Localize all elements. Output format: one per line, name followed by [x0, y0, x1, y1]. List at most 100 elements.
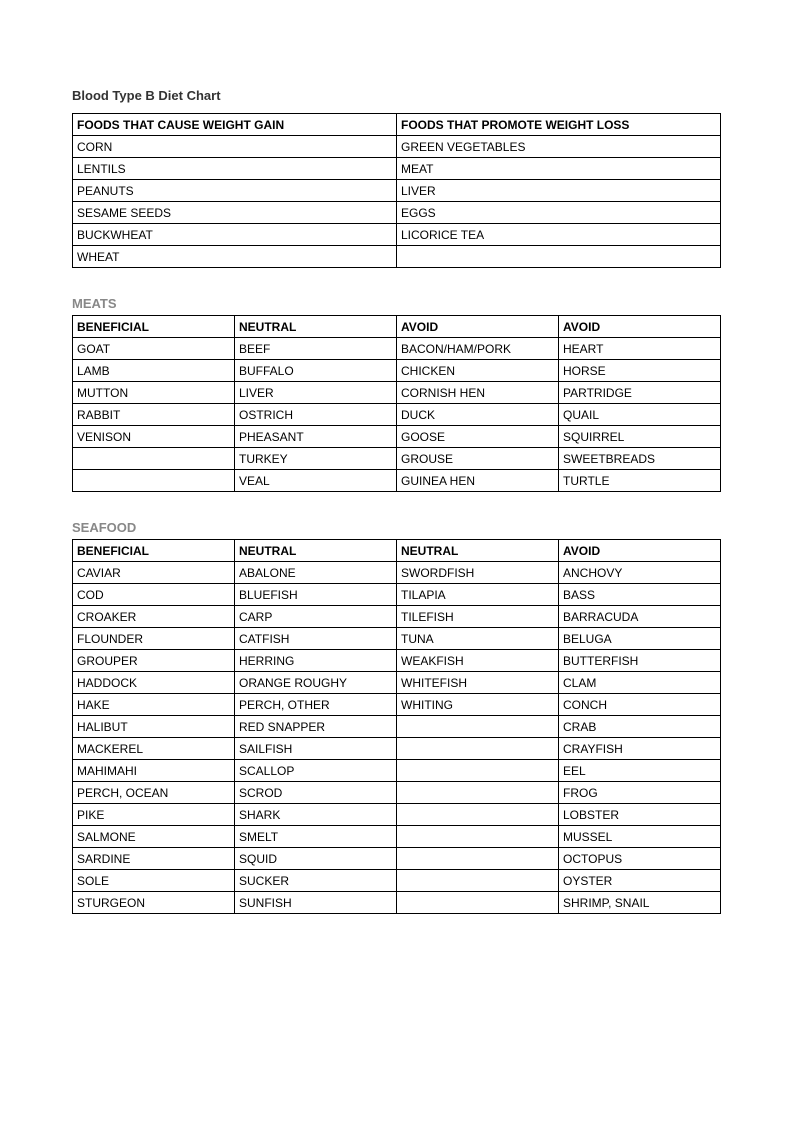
seafood-table-body: CAVIARABALONESWORDFISHANCHOVYCODBLUEFISH…: [73, 562, 721, 914]
table-row: VENISONPHEASANTGOOSESQUIRREL: [73, 426, 721, 448]
table-cell: STURGEON: [73, 892, 235, 914]
table-cell: LIVER: [235, 382, 397, 404]
table-row: HADDOCKORANGE ROUGHYWHITEFISHCLAM: [73, 672, 721, 694]
table-cell: BEEF: [235, 338, 397, 360]
table-cell: ANCHOVY: [559, 562, 721, 584]
table-cell: BARRACUDA: [559, 606, 721, 628]
table-cell: MUTTON: [73, 382, 235, 404]
table-row: PERCH, OCEANSCRODFROG: [73, 782, 721, 804]
table-row: RABBITOSTRICHDUCKQUAIL: [73, 404, 721, 426]
table-row: CAVIARABALONESWORDFISHANCHOVY: [73, 562, 721, 584]
table-row: GOATBEEFBACON/HAM/PORKHEART: [73, 338, 721, 360]
table-cell: HORSE: [559, 360, 721, 382]
table-cell: HEART: [559, 338, 721, 360]
table-cell: CRAB: [559, 716, 721, 738]
table-cell: BUTTERFISH: [559, 650, 721, 672]
table-cell: PARTRIDGE: [559, 382, 721, 404]
table-row: CROAKERCARPTILEFISHBARRACUDA: [73, 606, 721, 628]
seafood-beneficial-header: BENEFICIAL: [73, 540, 235, 562]
table-cell: SESAME SEEDS: [73, 202, 397, 224]
table-cell: COD: [73, 584, 235, 606]
table-cell: HERRING: [235, 650, 397, 672]
table-cell: PEANUTS: [73, 180, 397, 202]
table-cell: SAILFISH: [235, 738, 397, 760]
table-cell: QUAIL: [559, 404, 721, 426]
table-row: SALMONESMELTMUSSEL: [73, 826, 721, 848]
table-row: CORNGREEN VEGETABLES: [73, 136, 721, 158]
table-header-row: BENEFICIAL NEUTRAL AVOID AVOID: [73, 316, 721, 338]
table-cell: BUCKWHEAT: [73, 224, 397, 246]
table-cell: PERCH, OTHER: [235, 694, 397, 716]
table-cell: BASS: [559, 584, 721, 606]
table-row: STURGEONSUNFISHSHRIMP, SNAIL: [73, 892, 721, 914]
table-cell: WHEAT: [73, 246, 397, 268]
table-cell: LAMB: [73, 360, 235, 382]
table-cell: ABALONE: [235, 562, 397, 584]
table-cell: SWORDFISH: [397, 562, 559, 584]
table-cell: SOLE: [73, 870, 235, 892]
seafood-neutral-header-2: NEUTRAL: [397, 540, 559, 562]
table-cell: MACKEREL: [73, 738, 235, 760]
table-cell: TUNA: [397, 628, 559, 650]
table-row: SESAME SEEDSEGGS: [73, 202, 721, 224]
table-cell: SHRIMP, SNAIL: [559, 892, 721, 914]
table-cell: [73, 470, 235, 492]
table-row: CODBLUEFISHTILAPIABASS: [73, 584, 721, 606]
table-cell: SCROD: [235, 782, 397, 804]
table-row: MACKERELSAILFISH CRAYFISH: [73, 738, 721, 760]
table-cell: VEAL: [235, 470, 397, 492]
table-cell: [397, 848, 559, 870]
table-row: PIKESHARKLOBSTER: [73, 804, 721, 826]
table-cell: GOAT: [73, 338, 235, 360]
table-cell: PHEASANT: [235, 426, 397, 448]
table-cell: RED SNAPPER: [235, 716, 397, 738]
table-cell: WHITING: [397, 694, 559, 716]
table-cell: [397, 738, 559, 760]
table-cell: MAHIMAHI: [73, 760, 235, 782]
table-cell: TURTLE: [559, 470, 721, 492]
table-cell: GOOSE: [397, 426, 559, 448]
table-cell: SMELT: [235, 826, 397, 848]
table-cell: CAVIAR: [73, 562, 235, 584]
table-cell: [397, 760, 559, 782]
table-cell: LIVER: [397, 180, 721, 202]
table-cell: CRAYFISH: [559, 738, 721, 760]
table-cell: CARP: [235, 606, 397, 628]
table-cell: DUCK: [397, 404, 559, 426]
table-cell: BACON/HAM/PORK: [397, 338, 559, 360]
page-title: Blood Type B Diet Chart: [72, 88, 721, 103]
table-cell: SALMONE: [73, 826, 235, 848]
table-cell: SWEETBREADS: [559, 448, 721, 470]
table-cell: ORANGE ROUGHY: [235, 672, 397, 694]
table-cell: [397, 892, 559, 914]
table-cell: LENTILS: [73, 158, 397, 180]
table-cell: GUINEA HEN: [397, 470, 559, 492]
meats-avoid-header-2: AVOID: [559, 316, 721, 338]
table-row: PEANUTSLIVER: [73, 180, 721, 202]
seafood-table: BENEFICIAL NEUTRAL NEUTRAL AVOID CAVIARA…: [72, 539, 721, 914]
table-row: FLOUNDERCATFISHTUNABELUGA: [73, 628, 721, 650]
table-cell: CATFISH: [235, 628, 397, 650]
table-cell: SCALLOP: [235, 760, 397, 782]
meats-section-title: MEATS: [72, 296, 721, 311]
table-cell: SARDINE: [73, 848, 235, 870]
weight-loss-header: FOODS THAT PROMOTE WEIGHT LOSS: [397, 114, 721, 136]
table-cell: SQUID: [235, 848, 397, 870]
table-row: LENTILSMEAT: [73, 158, 721, 180]
table-cell: GREEN VEGETABLES: [397, 136, 721, 158]
table-row: LAMBBUFFALOCHICKENHORSE: [73, 360, 721, 382]
table-cell: [397, 716, 559, 738]
meats-avoid-header-1: AVOID: [397, 316, 559, 338]
meats-table-body: GOATBEEFBACON/HAM/PORKHEARTLAMBBUFFALOCH…: [73, 338, 721, 492]
table-row: VEALGUINEA HENTURTLE: [73, 470, 721, 492]
meats-beneficial-header: BENEFICIAL: [73, 316, 235, 338]
table-cell: SHARK: [235, 804, 397, 826]
seafood-neutral-header-1: NEUTRAL: [235, 540, 397, 562]
table-header-row: BENEFICIAL NEUTRAL NEUTRAL AVOID: [73, 540, 721, 562]
table-cell: SQUIRREL: [559, 426, 721, 448]
table-cell: FLOUNDER: [73, 628, 235, 650]
meats-table: BENEFICIAL NEUTRAL AVOID AVOID GOATBEEFB…: [72, 315, 721, 492]
table-cell: SUCKER: [235, 870, 397, 892]
table-row: GROUPERHERRINGWEAKFISHBUTTERFISH: [73, 650, 721, 672]
table-cell: [397, 246, 721, 268]
